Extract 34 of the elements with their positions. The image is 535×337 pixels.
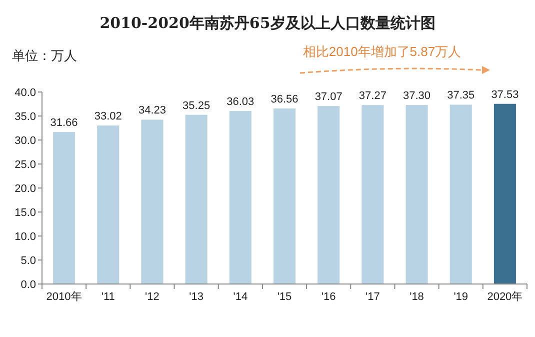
data-label: 37.53 bbox=[491, 88, 519, 101]
x-tick-label: '18 bbox=[410, 291, 424, 303]
y-tick-label: 0.0 bbox=[20, 279, 36, 291]
x-tick-label: 2020年 bbox=[487, 291, 523, 303]
chart-title: 2010-2020年南苏丹65岁及以上人口数量统计图 bbox=[100, 14, 436, 32]
x-tick-label: '17 bbox=[366, 291, 380, 303]
x-tick-label: '13 bbox=[189, 291, 204, 303]
y-tick-label: 35.0 bbox=[14, 111, 36, 123]
y-tick-label: 30.0 bbox=[14, 135, 36, 147]
data-label: 37.07 bbox=[314, 91, 342, 104]
data-label: 31.66 bbox=[50, 117, 78, 130]
y-tick-label: 15.0 bbox=[14, 207, 36, 219]
y-tick-label: 40.0 bbox=[14, 87, 36, 99]
y-tick-label: 5.0 bbox=[20, 255, 36, 267]
x-tick-label: '14 bbox=[233, 291, 248, 303]
y-tick-label: 10.0 bbox=[14, 231, 36, 243]
data-label: 37.35 bbox=[447, 90, 475, 102]
y-tick-label: 20.0 bbox=[14, 183, 36, 195]
x-tick-label: '16 bbox=[321, 291, 336, 303]
x-tick-label: '15 bbox=[277, 291, 292, 303]
x-tick-label: '11 bbox=[101, 291, 115, 303]
data-label: 35.25 bbox=[182, 100, 210, 112]
data-label: 36.03 bbox=[226, 96, 254, 108]
x-tick-label: '19 bbox=[454, 291, 468, 303]
y-axis-title: 单位：万人 bbox=[12, 48, 77, 63]
y-tick-label: 25.0 bbox=[14, 159, 36, 171]
data-label: 33.02 bbox=[94, 110, 122, 123]
x-tick-label: 2010年 bbox=[46, 291, 82, 303]
x-tick-label: '12 bbox=[145, 291, 160, 303]
data-label: 36.56 bbox=[270, 94, 298, 106]
text: 相比2010年增加了5.87万人 bbox=[302, 44, 462, 59]
data-label: 37.27 bbox=[358, 90, 386, 102]
data-label: 34.23 bbox=[138, 104, 166, 117]
data-label: 37.30 bbox=[403, 90, 431, 102]
